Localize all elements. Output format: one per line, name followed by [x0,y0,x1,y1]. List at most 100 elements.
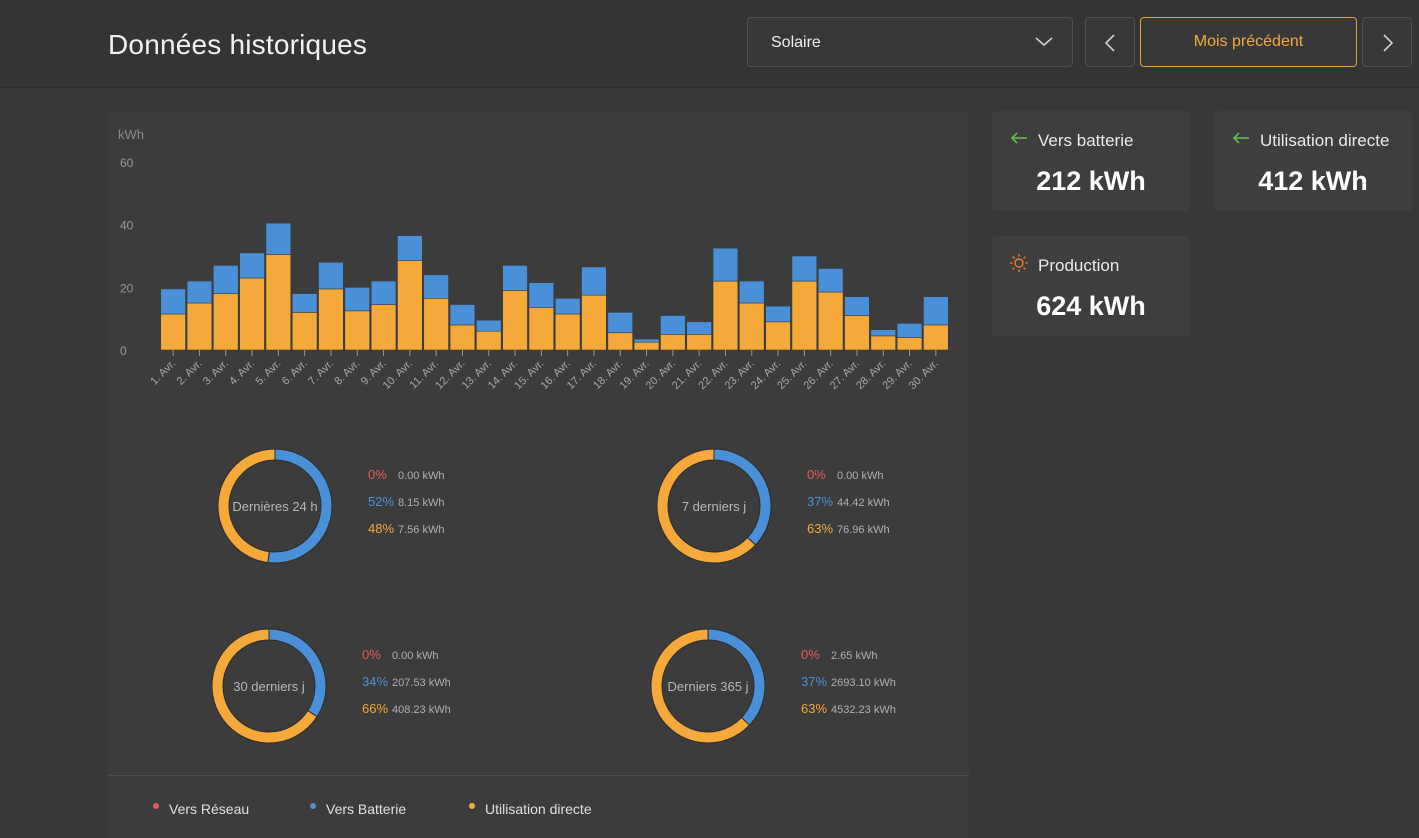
next-button[interactable] [1362,17,1412,67]
source-select[interactable]: Solaire [747,17,1073,67]
donut-stat-row: 66% 408.23 kWh [362,701,451,716]
bar-battery[interactable] [318,261,344,290]
bar-battery[interactable] [239,252,265,279]
bar-battery[interactable] [554,298,581,315]
bar-direct-use[interactable] [423,298,449,351]
legend-item-direct[interactable]: Utilisation directe [469,801,592,817]
bar-direct-use[interactable] [844,315,870,351]
bar-battery[interactable] [844,296,870,316]
bar-battery[interactable] [633,338,660,343]
donut-stat-percent: 52% [368,494,395,509]
bar-battery[interactable] [291,293,318,313]
bar-battery[interactable] [423,274,449,299]
bar-direct-use[interactable] [870,335,896,351]
bar-direct-use[interactable] [581,294,607,351]
chevron-down-icon [1035,37,1053,47]
donut-segment[interactable] [707,628,766,726]
chart-panel: kWh 0 20 40 60 1. Avr. 2. Avr. 3. Avr. 4. Avr. 5… [108,111,969,838]
bar-battery[interactable] [581,266,607,296]
card-production-value: 624 kWh [1036,291,1146,321]
bar-direct-use[interactable] [502,290,528,351]
x-tick-label: 30. Avr. [907,358,941,392]
bar-battery[interactable] [817,268,844,293]
bar-battery[interactable] [739,280,765,304]
bar-direct-use[interactable] [686,334,712,351]
legend-item-grid[interactable]: Vers Réseau [153,801,249,817]
bar-direct-use[interactable] [291,312,318,351]
bar-direct-use[interactable] [397,260,423,351]
bar-battery[interactable] [607,312,633,334]
bar-battery[interactable] [791,255,818,282]
bar-direct-use[interactable] [660,334,686,351]
donut-chart: Dernières 24 h [217,448,333,564]
donut-segment[interactable] [650,628,751,744]
bar-direct-use[interactable] [712,280,739,351]
legend-item-battery[interactable]: Vers Batterie [310,801,406,817]
bar-battery[interactable] [528,282,555,308]
bar-battery[interactable] [344,287,370,312]
y-tick-label: 60 [120,156,134,170]
bar-direct-use[interactable] [213,293,239,351]
bar-battery[interactable] [370,280,397,305]
bar-direct-use[interactable] [554,313,581,351]
bar-direct-use[interactable] [318,288,344,351]
previous-month-button[interactable]: Mois précédent [1140,17,1357,67]
donut-stat-row: 0% 0.00 kWh [362,647,438,662]
donut-stat-percent: 37% [801,674,828,689]
bar-battery[interactable] [660,315,686,335]
card-direct-use-value: 412 kWh [1258,166,1368,196]
donut-stat-row: 37% 44.42 kWh [807,494,890,509]
bar-battery[interactable] [160,288,186,315]
x-tick-label: 3. Avr. [201,358,231,388]
donut-segment[interactable] [713,448,772,546]
bar-battery[interactable] [870,329,896,337]
bar-direct-use[interactable] [817,291,844,351]
donut-segment[interactable] [268,628,327,718]
bar-battery[interactable] [765,305,791,323]
card-production-label: Production [1038,256,1120,275]
bar-direct-use[interactable] [160,313,186,351]
legend-dot-grid [153,803,159,810]
donut-chart: 7 derniers j [656,448,772,564]
bar-battery[interactable] [502,265,528,291]
donut-stat-value: 207.53 kWh [392,677,451,689]
bar-direct-use[interactable] [239,277,265,351]
bar-direct-use[interactable] [449,324,476,351]
bar-direct-use[interactable] [476,330,502,351]
bar-direct-use[interactable] [896,337,923,351]
bar-direct-use[interactable] [186,302,213,351]
donut-stat-value: 0.00 kWh [837,470,884,482]
donut-segment[interactable] [217,448,276,564]
donut-segment[interactable] [211,628,318,744]
bar-battery[interactable] [397,235,423,261]
bar-direct-use[interactable] [791,280,818,351]
bar-battery[interactable] [686,321,712,335]
chevron-left-icon [1104,34,1115,52]
donut-segment[interactable] [656,448,757,564]
donut-stat-row: 34% 207.53 kWh [362,674,451,689]
bar-direct-use[interactable] [265,254,292,351]
arrow-left-icon [1010,132,1027,144]
previous-button[interactable] [1085,17,1135,67]
bar-battery[interactable] [896,323,923,338]
bar-battery[interactable] [923,296,949,326]
bar-direct-use[interactable] [607,332,633,351]
donut-stat-percent: 0% [368,467,387,482]
bar-battery[interactable] [476,319,502,332]
bar-battery[interactable] [213,265,239,294]
legend-dot-direct [469,803,475,810]
x-tick-label: 10. Avr. [381,358,415,392]
bar-battery[interactable] [712,247,739,282]
bar-direct-use[interactable] [633,341,660,351]
donut-stat-value: 44.42 kWh [837,497,890,509]
bar-direct-use[interactable] [765,321,791,351]
card-battery: Vers batterie 212 kWh [992,111,1190,211]
bar-battery[interactable] [186,280,213,304]
bar-direct-use[interactable] [344,310,370,351]
bar-direct-use[interactable] [528,307,555,351]
bar-battery[interactable] [265,222,292,255]
bar-direct-use[interactable] [370,304,397,351]
bar-direct-use[interactable] [739,302,765,351]
bar-battery[interactable] [449,304,476,326]
bar-direct-use[interactable] [923,324,949,351]
